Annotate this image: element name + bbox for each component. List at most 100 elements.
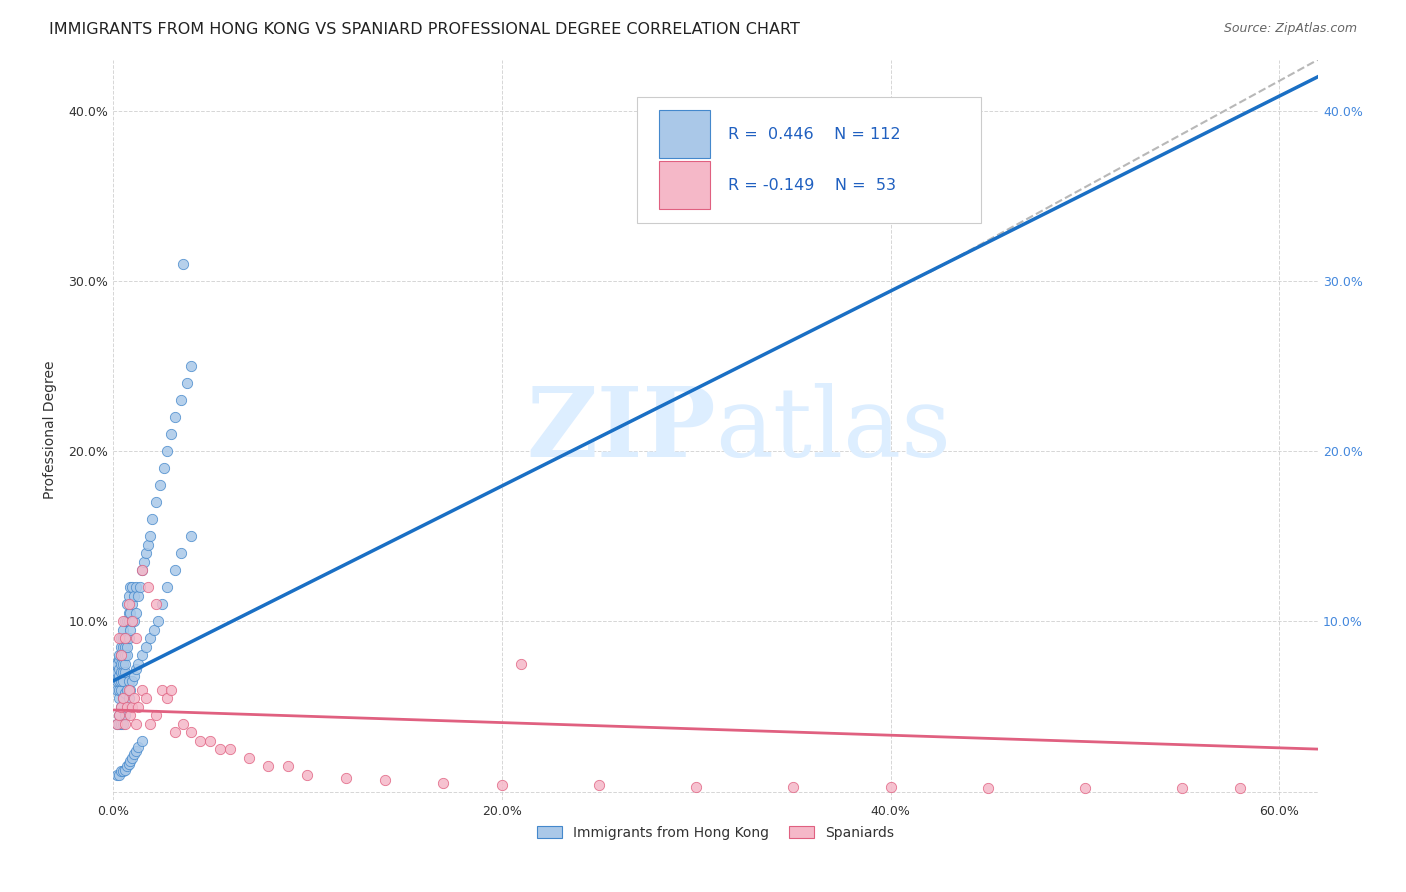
Point	[107, 632, 129, 646]
Point	[277, 759, 299, 773]
Point	[335, 771, 357, 785]
Point	[110, 699, 132, 714]
Point	[114, 708, 136, 723]
Point	[121, 615, 143, 629]
Point	[110, 764, 132, 779]
Point	[111, 615, 134, 629]
Point	[111, 764, 134, 779]
Point	[150, 598, 173, 612]
Point	[136, 580, 159, 594]
Point	[131, 733, 153, 747]
Point	[111, 648, 134, 663]
Point	[105, 665, 128, 680]
Text: R = -0.149    N =  53: R = -0.149 N = 53	[728, 178, 896, 193]
Point	[111, 657, 134, 671]
Point	[111, 673, 134, 688]
Point	[131, 648, 153, 663]
Point	[107, 669, 129, 683]
Point	[120, 754, 142, 768]
Point	[150, 682, 173, 697]
Point	[117, 598, 139, 612]
Point	[104, 665, 127, 680]
Point	[149, 478, 172, 492]
Point	[257, 759, 280, 773]
Point	[218, 742, 240, 756]
Point	[685, 780, 707, 794]
Point	[120, 606, 142, 620]
Text: R =  0.446    N = 112: R = 0.446 N = 112	[728, 127, 900, 142]
Point	[142, 623, 165, 637]
Point	[1229, 781, 1251, 796]
Point	[170, 393, 193, 408]
Point	[107, 691, 129, 706]
Point	[110, 657, 132, 671]
Point	[114, 686, 136, 700]
Point	[111, 665, 134, 680]
Point	[121, 699, 143, 714]
Point	[107, 673, 129, 688]
Text: ZIP: ZIP	[526, 383, 716, 477]
Point	[124, 691, 146, 706]
Point	[879, 780, 901, 794]
Point	[139, 529, 162, 543]
Point	[127, 589, 149, 603]
Bar	[659, 161, 710, 210]
Point	[145, 708, 167, 723]
Point	[110, 632, 132, 646]
Point	[107, 716, 129, 731]
Point	[124, 747, 146, 762]
Point	[105, 716, 128, 731]
Point	[117, 632, 139, 646]
Point	[110, 673, 132, 688]
Point	[170, 546, 193, 560]
Point	[156, 580, 179, 594]
Point	[114, 648, 136, 663]
Point	[165, 410, 187, 425]
Point	[124, 615, 146, 629]
Bar	[659, 110, 710, 158]
Point	[297, 767, 319, 781]
Point	[107, 708, 129, 723]
Point	[114, 716, 136, 731]
Point	[114, 763, 136, 777]
Point	[114, 632, 136, 646]
Point	[107, 652, 129, 666]
Point	[160, 427, 183, 442]
Point	[114, 632, 136, 646]
Point	[120, 580, 142, 594]
Point	[152, 461, 174, 475]
Point	[117, 691, 139, 706]
Point	[180, 359, 202, 373]
Point	[125, 606, 148, 620]
Point	[111, 691, 134, 706]
Point	[782, 780, 804, 794]
Point	[124, 669, 146, 683]
Point	[145, 598, 167, 612]
Point	[105, 767, 128, 781]
Point	[110, 699, 132, 714]
Point	[129, 580, 152, 594]
Point	[165, 725, 187, 739]
Point	[114, 640, 136, 654]
Point	[124, 589, 146, 603]
Point	[208, 742, 231, 756]
Point	[115, 632, 138, 646]
Point	[105, 673, 128, 688]
Point	[115, 699, 138, 714]
Point	[176, 376, 198, 390]
Text: Source: ZipAtlas.com: Source: ZipAtlas.com	[1223, 22, 1357, 36]
Point	[115, 682, 138, 697]
Point	[146, 615, 169, 629]
Point	[491, 778, 513, 792]
Point	[115, 598, 138, 612]
Point	[135, 691, 157, 706]
Point	[125, 662, 148, 676]
Point	[110, 682, 132, 697]
Point	[117, 757, 139, 772]
Point	[156, 444, 179, 458]
Point	[121, 580, 143, 594]
Point	[374, 772, 396, 787]
Point	[132, 555, 155, 569]
Point	[125, 744, 148, 758]
Point	[156, 691, 179, 706]
